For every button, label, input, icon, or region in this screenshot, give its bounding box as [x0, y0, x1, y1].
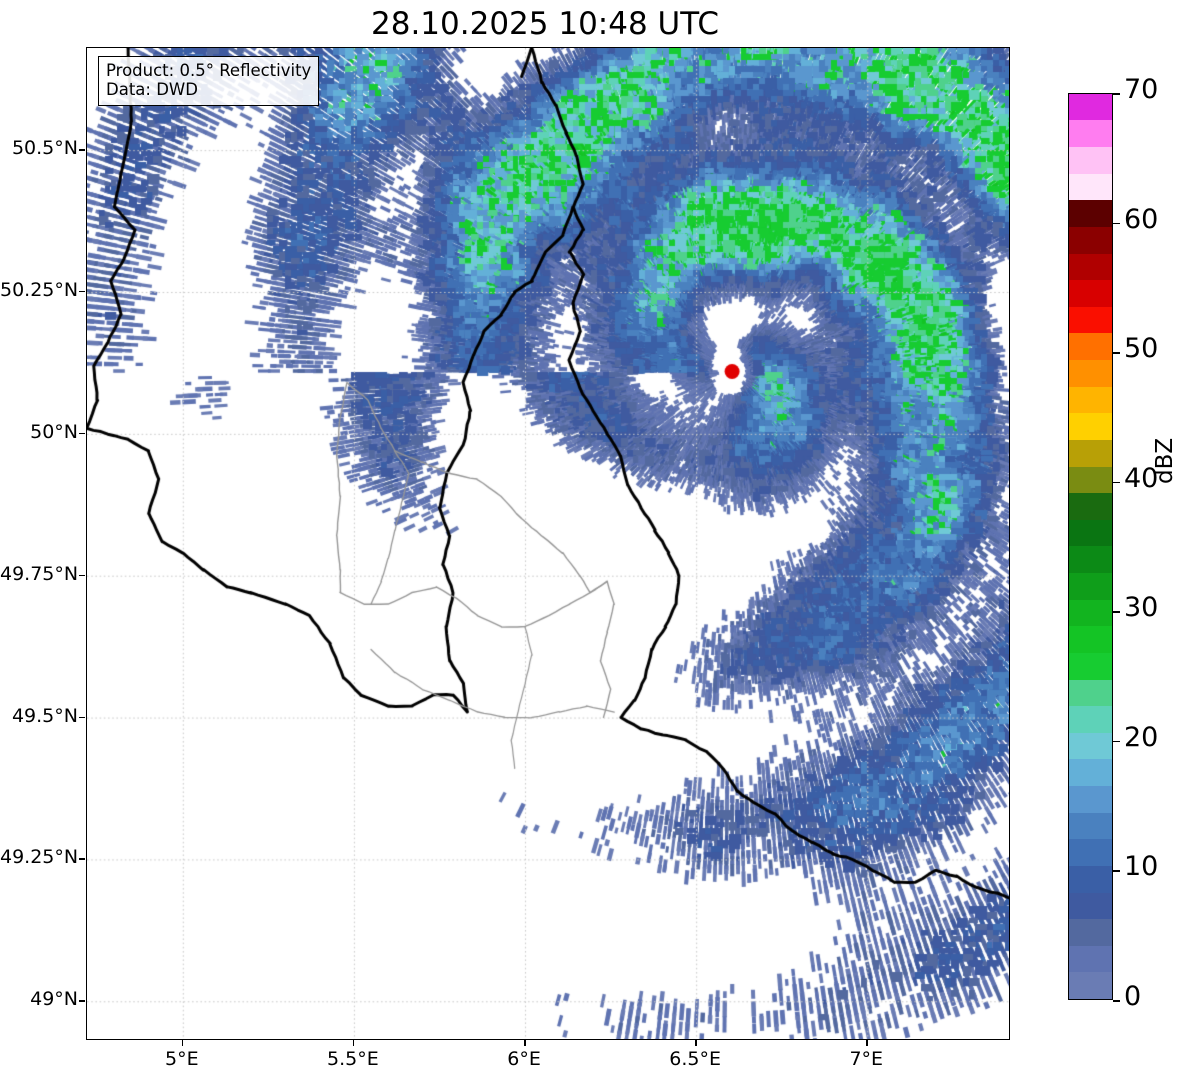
longitude-tick-label: 5°E: [165, 1048, 199, 1070]
colorbar-tick-label: 0: [1124, 981, 1142, 1012]
colorbar-band: [1069, 413, 1112, 440]
longitude-tick-label: 6.5°E: [669, 1048, 721, 1070]
map-borders-and-grid-layer: [87, 48, 1009, 1039]
colorbar-band: [1069, 120, 1112, 147]
colorbar-band: [1069, 652, 1112, 680]
latitude-tick-mark: [79, 858, 85, 860]
colorbar-tick-mark: [1113, 1000, 1120, 1002]
colorbar-band: [1069, 439, 1112, 467]
info-product-line: Product: 0.5° Reflectivity: [106, 61, 312, 80]
colorbar-band: [1069, 919, 1112, 946]
colorbar-band: [1069, 333, 1112, 360]
product-info-box: Product: 0.5° Reflectivity Data: DWD: [98, 56, 320, 106]
colorbar-band: [1069, 173, 1112, 201]
longitude-tick-label: 7°E: [849, 1048, 884, 1070]
colorbar-band: [1069, 865, 1112, 893]
latitude-tick-label: 49.25°N: [0, 846, 79, 869]
colorbar-band: [1069, 759, 1112, 786]
longitude-tick-mark: [866, 1040, 868, 1046]
colorbar-tick-label: 60: [1124, 203, 1159, 235]
colorbar-tick-mark: [1113, 740, 1120, 743]
colorbar-tick-mark: [1113, 352, 1120, 354]
longitude-tick-mark: [695, 1040, 697, 1046]
colorbar-band: [1069, 626, 1112, 653]
colorbar-band: [1069, 679, 1112, 707]
colorbar-band: [1069, 839, 1112, 866]
latitude-tick-mark: [79, 432, 85, 435]
latitude-tick-label: 50.5°N: [11, 137, 78, 160]
colorbar-band: [1069, 253, 1112, 281]
colorbar-band: [1069, 812, 1112, 840]
colorbar-tick-mark: [1113, 611, 1120, 613]
colorbar-band: [1069, 360, 1112, 387]
longitude-tick-mark: [181, 1040, 184, 1046]
latitude-tick-label: 49.5°N: [11, 704, 78, 727]
colorbar-band: [1069, 573, 1112, 600]
colorbar-band: [1069, 386, 1112, 414]
colorbar-band: [1069, 147, 1112, 174]
colorbar-band: [1069, 786, 1112, 813]
colorbar-band: [1069, 706, 1112, 733]
colorbar-tick-label: 20: [1124, 721, 1159, 753]
colorbar-tick-mark: [1113, 481, 1120, 484]
longitude-tick-label: 6°E: [507, 1048, 541, 1070]
info-data-line: Data: DWD: [106, 80, 198, 100]
colorbar-axis-label: dBZ: [1152, 437, 1178, 484]
colorbar-tick-label: 30: [1124, 592, 1159, 624]
colorbar-band: [1069, 945, 1112, 973]
colorbar-band: [1069, 226, 1112, 254]
colorbar-band: [1069, 519, 1112, 547]
latitude-tick-mark: [79, 149, 85, 151]
colorbar-band: [1069, 306, 1112, 334]
longitude-tick-mark: [352, 1040, 355, 1046]
colorbar-tick-label: 40: [1124, 462, 1159, 494]
latitude-tick-mark: [79, 1000, 85, 1002]
colorbar-band: [1069, 599, 1112, 627]
colorbar-band: [1069, 493, 1112, 520]
radar-plot-area[interactable]: [86, 47, 1010, 1040]
latitude-tick-label: 50.25°N: [0, 278, 79, 301]
longitude-tick-mark: [524, 1040, 526, 1046]
colorbar-tick-mark: [1113, 222, 1120, 225]
latitude-tick-mark: [79, 574, 85, 577]
latitude-tick-mark: [79, 716, 85, 719]
colorbar-band: [1069, 546, 1112, 573]
colorbar-band: [1069, 94, 1112, 121]
colorbar-band: [1069, 200, 1112, 227]
colorbar-band: [1069, 466, 1112, 494]
latitude-tick-mark: [79, 290, 85, 293]
longitude-tick-label: 5.5°E: [327, 1048, 379, 1070]
latitude-tick-label: 49°N: [30, 988, 78, 1011]
colorbar-band: [1069, 972, 1112, 999]
colorbar-tick-label: 50: [1124, 333, 1159, 365]
page-title: 28.10.2025 10:48 UTC: [371, 6, 719, 42]
colorbar-tick-label: 70: [1124, 74, 1159, 105]
colorbar-tick-mark: [1113, 93, 1120, 95]
colorbar-gradient: [1068, 93, 1113, 1000]
colorbar[interactable]: [1068, 93, 1113, 1000]
latitude-tick-label: 49.75°N: [0, 562, 79, 585]
colorbar-band: [1069, 732, 1112, 760]
latitude-tick-label: 50°N: [30, 420, 78, 443]
colorbar-band: [1069, 280, 1112, 307]
colorbar-tick-label: 10: [1124, 851, 1159, 883]
colorbar-band: [1069, 892, 1112, 920]
colorbar-tick-mark: [1113, 870, 1120, 873]
